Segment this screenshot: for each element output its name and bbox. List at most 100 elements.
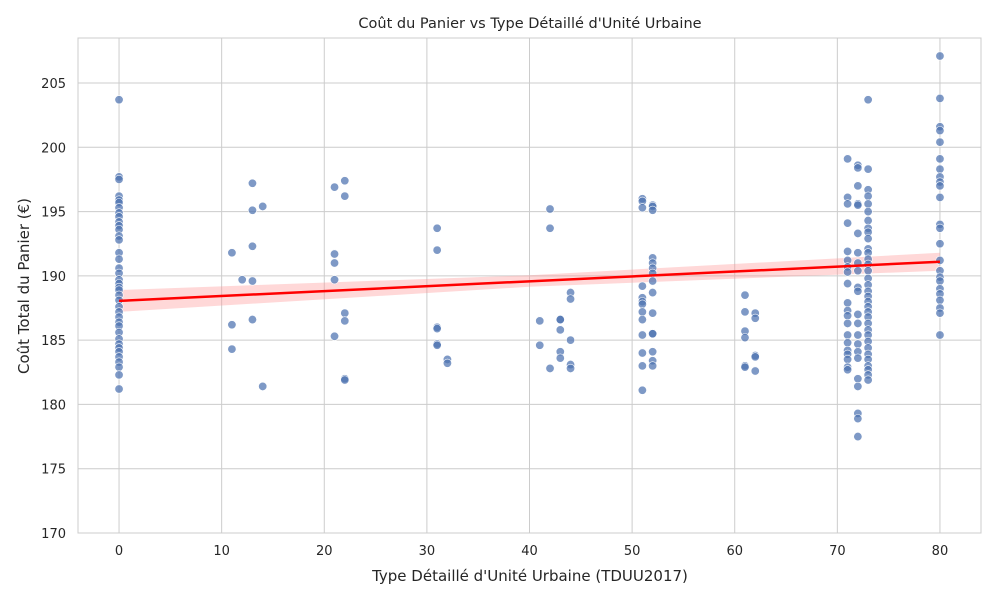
- data-point: [637, 315, 647, 325]
- data-point: [935, 295, 945, 305]
- data-point: [853, 248, 863, 258]
- x-tick-label: 20: [316, 544, 333, 559]
- data-point: [330, 275, 340, 285]
- data-point: [863, 199, 873, 209]
- y-tick-label: 180: [41, 398, 66, 413]
- y-tick-labels: 170 175 180 185 190 195 200 205: [41, 77, 66, 542]
- data-point: [545, 363, 555, 373]
- data-point: [843, 365, 853, 375]
- data-point: [853, 330, 863, 340]
- data-point: [545, 204, 555, 214]
- data-point: [843, 354, 853, 364]
- data-point: [863, 191, 873, 201]
- x-tick-label: 60: [726, 544, 743, 559]
- y-tick-label: 205: [41, 77, 66, 92]
- data-point: [648, 276, 658, 286]
- data-point: [935, 137, 945, 147]
- data-point: [247, 276, 257, 286]
- data-point: [114, 362, 124, 372]
- data-point: [330, 182, 340, 192]
- data-point: [863, 95, 873, 105]
- data-point: [227, 248, 237, 258]
- y-tick-label: 200: [41, 141, 66, 156]
- data-point: [740, 307, 750, 317]
- data-point: [330, 249, 340, 259]
- data-point: [247, 241, 257, 251]
- data-point: [114, 254, 124, 264]
- data-point: [853, 309, 863, 319]
- data-point: [843, 330, 853, 340]
- data-point: [227, 344, 237, 354]
- data-point: [843, 311, 853, 321]
- data-point: [258, 381, 268, 391]
- data-point: [843, 318, 853, 328]
- data-point: [247, 205, 257, 215]
- data-point: [247, 315, 257, 325]
- data-point: [853, 318, 863, 328]
- data-point: [535, 340, 545, 350]
- data-point: [114, 95, 124, 105]
- data-point: [555, 315, 565, 325]
- data-point: [935, 93, 945, 103]
- data-point: [750, 313, 760, 323]
- data-point: [114, 235, 124, 245]
- data-point: [935, 276, 945, 286]
- data-point: [648, 205, 658, 215]
- y-tick-label: 190: [41, 270, 66, 285]
- data-point: [340, 308, 350, 318]
- data-point: [935, 239, 945, 249]
- data-point: [330, 258, 340, 268]
- data-point: [935, 181, 945, 191]
- data-point: [432, 223, 442, 233]
- data-point: [535, 316, 545, 326]
- data-point: [237, 275, 247, 285]
- data-point: [843, 154, 853, 164]
- data-point: [648, 329, 658, 339]
- data-point: [863, 266, 873, 276]
- data-point: [258, 201, 268, 211]
- data-point: [648, 347, 658, 357]
- data-point: [853, 286, 863, 296]
- data-point: [432, 340, 442, 350]
- data-point: [843, 218, 853, 228]
- data-point: [566, 363, 576, 373]
- data-point: [843, 298, 853, 308]
- data-point: [863, 234, 873, 244]
- data-point: [637, 330, 647, 340]
- data-point: [340, 375, 350, 385]
- data-point: [853, 432, 863, 442]
- data-point: [863, 164, 873, 174]
- data-point: [853, 339, 863, 349]
- data-point: [935, 223, 945, 233]
- data-point: [566, 335, 576, 345]
- data-point: [648, 308, 658, 318]
- x-tick-label: 0: [115, 544, 123, 559]
- data-point: [935, 308, 945, 318]
- data-point: [863, 207, 873, 217]
- regression-layer: [118, 260, 941, 303]
- data-point: [853, 266, 863, 276]
- data-point: [935, 255, 945, 265]
- data-point: [227, 320, 237, 330]
- data-point: [853, 228, 863, 238]
- data-point: [340, 176, 350, 186]
- y-tick-label: 170: [41, 527, 66, 542]
- data-point: [843, 246, 853, 256]
- data-point: [637, 299, 647, 309]
- scatter-points: [114, 51, 945, 442]
- data-point: [853, 163, 863, 173]
- data-point: [114, 174, 124, 184]
- plot-frame: [77, 37, 982, 534]
- data-point: [935, 51, 945, 61]
- x-tick-label: 70: [829, 544, 846, 559]
- y-tick-label: 185: [41, 334, 66, 349]
- data-point: [648, 288, 658, 298]
- x-tick-label: 50: [624, 544, 641, 559]
- y-tick-label: 175: [41, 463, 66, 478]
- data-point: [432, 245, 442, 255]
- data-point: [340, 191, 350, 201]
- data-point: [750, 352, 760, 362]
- data-point: [114, 384, 124, 394]
- data-point: [637, 307, 647, 317]
